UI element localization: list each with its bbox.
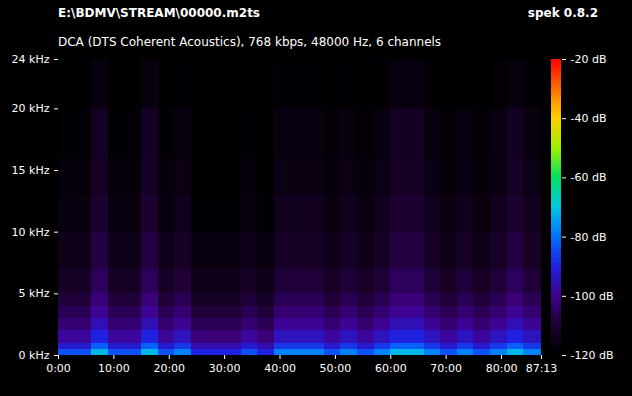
svg-text:-60 dB: -60 dB: [571, 171, 607, 184]
svg-text:60:00: 60:00: [375, 362, 407, 375]
svg-text:-80 dB: -80 dB: [571, 231, 607, 244]
svg-text:5 kHz: 5 kHz: [19, 287, 50, 300]
svg-text:20:00: 20:00: [153, 362, 185, 375]
svg-text:-20 dB: -20 dB: [571, 53, 607, 66]
svg-text:10 kHz: 10 kHz: [12, 226, 50, 239]
svg-text:24 kHz: 24 kHz: [12, 53, 50, 66]
svg-text:15 kHz: 15 kHz: [12, 164, 50, 177]
html-text:DCA (DTS Coherent Acoustics),: DCA (DTS Coherent Acoustics), 768 kbps, …: [58, 35, 442, 49]
html-text:E:\BDMV\STREAM\00000.m2ts: E:\BDMV\STREAM\00000.m2ts: [58, 6, 260, 20]
svg-text:-100 dB: -100 dB: [571, 290, 614, 303]
html-text:spek 0.8.2: spek 0.8.2: [527, 6, 598, 20]
svg-text:0:00: 0:00: [46, 362, 71, 375]
svg-text:50:00: 50:00: [320, 362, 352, 375]
svg-text:87:13: 87:13: [526, 362, 558, 375]
svg-text:10:00: 10:00: [98, 362, 130, 375]
svg-text:20 kHz: 20 kHz: [12, 102, 50, 115]
svg-text:80:00: 80:00: [486, 362, 518, 375]
svg-text:-120 dB: -120 dB: [571, 349, 614, 362]
svg-text:40:00: 40:00: [264, 362, 296, 375]
svg-text:70:00: 70:00: [430, 362, 462, 375]
svg-text:-40 dB: -40 dB: [571, 112, 607, 125]
svg-text:30:00: 30:00: [209, 362, 241, 375]
svg-text:0 kHz: 0 kHz: [19, 349, 50, 362]
